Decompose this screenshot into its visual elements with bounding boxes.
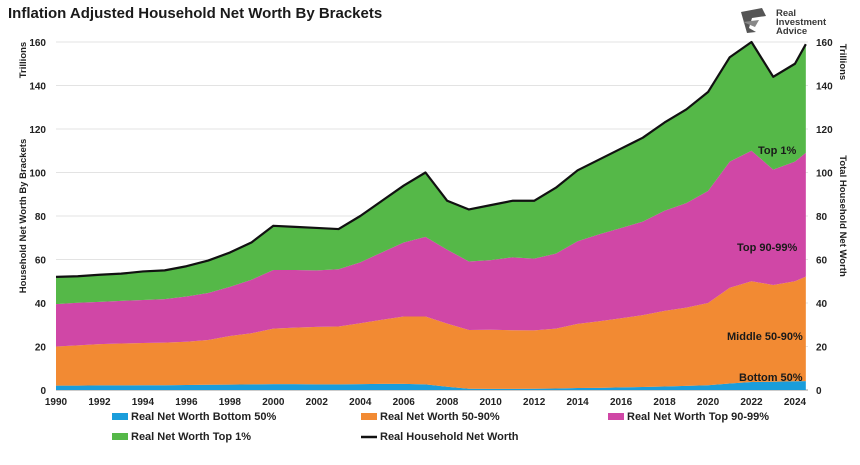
legend: Real Net Worth Bottom 50% Real Net Worth… xyxy=(112,411,769,443)
x-tick: 2014 xyxy=(566,397,589,408)
legend-swatch-50-90 xyxy=(361,413,377,420)
y-tick-right: 160 xyxy=(816,38,833,49)
logo-line-2: Investment xyxy=(776,17,827,28)
y-tick-left: 100 xyxy=(29,169,46,180)
annotation-top-90-99: Top 90-99% xyxy=(737,242,798,254)
logo-line-1: Real xyxy=(776,8,796,19)
x-tick: 2008 xyxy=(436,397,459,408)
y-tick-left: 20 xyxy=(35,343,47,354)
x-tick: 2012 xyxy=(523,397,546,408)
y-tick-left: 160 xyxy=(29,38,46,49)
chart-title: Inflation Adjusted Household Net Worth B… xyxy=(8,5,382,22)
area-top-1 xyxy=(56,42,806,305)
y-tick-right: 120 xyxy=(816,125,833,136)
y-tick-left: 60 xyxy=(35,256,47,267)
x-tick: 2024 xyxy=(784,397,807,408)
y-tick-left: 140 xyxy=(29,82,46,93)
right-unit-label: Trillions xyxy=(837,44,848,80)
x-tick: 2018 xyxy=(653,397,676,408)
y-tick-right: 100 xyxy=(816,169,833,180)
legend-label-top-1: Real Net Worth Top 1% xyxy=(131,431,251,443)
x-tick: 1994 xyxy=(132,397,155,408)
area-90-99 xyxy=(56,150,806,347)
y-ticks: 0 0 20 20 40 40 60 60 80 80 100 100 120 120 140 140 160 1… xyxy=(29,38,833,397)
y-tick-right: 140 xyxy=(816,82,833,93)
legend-item-90-99: Real Net Worth Top 90-99% xyxy=(608,411,769,423)
x-tick: 2002 xyxy=(306,397,329,408)
annotation-middle-50-90: Middle 50-90% xyxy=(727,331,803,343)
legend-swatch-90-99 xyxy=(608,413,624,420)
legend-swatch-bottom-50 xyxy=(112,413,128,420)
x-ticks: 1990 1992 1994 1996 1998 2000 2002 2004 2006 2008… xyxy=(45,397,807,408)
y-tick-left: 120 xyxy=(29,125,46,136)
y-tick-left: 40 xyxy=(35,299,47,310)
legend-label-50-90: Real Net Worth 50-90% xyxy=(380,411,500,423)
legend-item-total: Real Household Net Worth xyxy=(361,431,519,443)
x-tick: 1990 xyxy=(45,397,68,408)
annotation-top-1: Top 1% xyxy=(758,145,797,157)
annotation-bottom-50: Bottom 50% xyxy=(739,372,803,384)
stacked-areas xyxy=(56,42,806,390)
legend-label-bottom-50: Real Net Worth Bottom 50% xyxy=(131,411,276,423)
y-tick-right: 20 xyxy=(816,343,828,354)
right-axis-label: Total Household Net Worth xyxy=(837,155,848,277)
x-tick: 1996 xyxy=(175,397,198,408)
legend-label-90-99: Real Net Worth Top 90-99% xyxy=(627,411,769,423)
x-tick: 2020 xyxy=(697,397,720,408)
total-line-group xyxy=(55,40,807,278)
y-tick-right: 40 xyxy=(816,299,828,310)
y-tick-right: 60 xyxy=(816,256,828,267)
x-tick: 2022 xyxy=(740,397,763,408)
company-logo: Real Investment Advice xyxy=(741,8,827,37)
total-net-worth-line xyxy=(55,40,807,278)
legend-swatch-top-1 xyxy=(112,433,128,440)
area-bottom-50 xyxy=(56,381,806,390)
x-tick: 2006 xyxy=(393,397,416,408)
legend-item-top-1: Real Net Worth Top 1% xyxy=(112,431,251,443)
y-tick-left: 80 xyxy=(35,212,47,223)
left-axis-label: Household Net Worth By Brackets xyxy=(18,139,29,294)
eagle-icon xyxy=(741,8,766,33)
x-tick: 2010 xyxy=(480,397,503,408)
x-tick: 2004 xyxy=(349,397,372,408)
x-tick: 2016 xyxy=(610,397,633,408)
legend-item-bottom-50: Real Net Worth Bottom 50% xyxy=(112,411,276,423)
legend-item-50-90: Real Net Worth 50-90% xyxy=(361,411,500,423)
x-tick: 2000 xyxy=(262,397,285,408)
x-tick: 1998 xyxy=(219,397,242,408)
area-50-90 xyxy=(56,276,806,389)
y-tick-right: 0 xyxy=(816,386,822,397)
legend-label-total: Real Household Net Worth xyxy=(380,431,519,443)
left-unit-label: Trillions xyxy=(18,42,29,78)
logo-line-3: Advice xyxy=(776,26,807,37)
y-tick-right: 80 xyxy=(816,212,828,223)
y-tick-left: 0 xyxy=(40,386,46,397)
x-tick: 1992 xyxy=(88,397,111,408)
